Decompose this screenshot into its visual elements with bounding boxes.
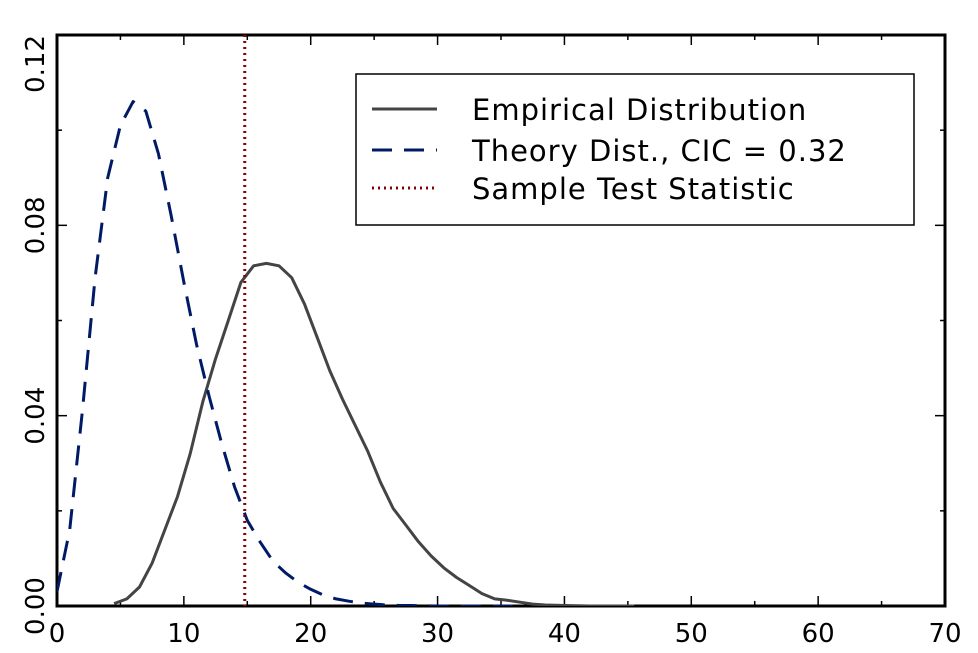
- x-tick-label: 20: [294, 619, 327, 649]
- series-layer: [57, 35, 635, 606]
- x-tick-label: 70: [928, 619, 961, 649]
- series-empirical-distribution: [113, 261, 635, 606]
- legend-label-empirical: Empirical Distribution: [472, 93, 807, 127]
- series-theory-distribution: [57, 100, 514, 606]
- x-tick-label: 30: [421, 619, 454, 649]
- x-tick-label: 50: [675, 619, 708, 649]
- x-axis-tick-labels: 0 10 20 30 40 50 60 70: [49, 619, 962, 649]
- y-tick-label: 0.08: [21, 196, 51, 254]
- y-tick-label: 0.00: [21, 577, 51, 635]
- legend-label-theory: Theory Dist., CIC = 0.32: [471, 134, 847, 168]
- legend-box: [355, 73, 915, 226]
- legend: Empirical Distribution Theory Dist., CIC…: [355, 73, 915, 226]
- x-tick-label: 40: [548, 619, 581, 649]
- y-axis-tick-labels: 0.00 0.04 0.08 0.12: [21, 35, 51, 635]
- y-axis-ticks: [57, 34, 945, 607]
- x-tick-label: 0: [49, 619, 66, 649]
- y-tick-label: 0.04: [21, 387, 51, 445]
- x-tick-label: 10: [167, 619, 200, 649]
- y-tick-label: 0.12: [21, 35, 51, 93]
- legend-label-sample-statistic: Sample Test Statistic: [472, 172, 795, 206]
- x-tick-label: 60: [802, 619, 835, 649]
